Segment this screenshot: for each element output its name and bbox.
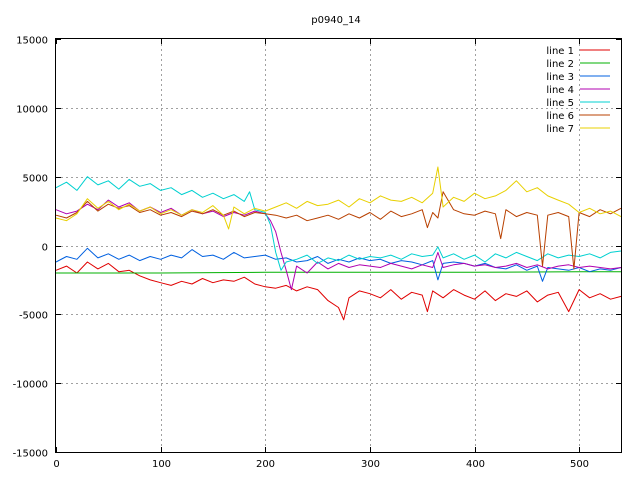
legend-label: line 3 (546, 72, 574, 83)
y-tick-label: 0 (42, 243, 48, 254)
y-tick-label: 15000 (16, 36, 48, 47)
x-tick-label: 0 (53, 459, 59, 470)
series-lines (55, 166, 622, 321)
y-tick-label: 10000 (16, 105, 48, 116)
series-line-7 (55, 166, 622, 230)
series-line-3 (55, 247, 622, 282)
x-tick-label: 100 (152, 459, 171, 470)
x-tick-label: 200 (256, 459, 275, 470)
y-tick-label: -5000 (19, 311, 48, 322)
legend-label: line 5 (546, 98, 574, 109)
legend-label: line 1 (546, 46, 574, 57)
legend-label: line 2 (546, 59, 574, 70)
grid (56, 39, 621, 452)
y-tick-label: -15000 (13, 449, 48, 460)
axis-ticks: 0 100 200 300 400 500 -15000 -10000 -5000 0 5000 10… (13, 36, 621, 470)
y-tick-label: -10000 (13, 380, 48, 391)
series-line-2 (56, 271, 621, 274)
x-tick-label: 300 (361, 459, 380, 470)
series-line-5 (55, 176, 622, 271)
series-line-6 (55, 191, 622, 270)
series-line-4 (55, 199, 622, 291)
x-tick-label: 400 (466, 459, 485, 470)
series-line-1 (55, 261, 622, 321)
plot-frame (55, 38, 622, 453)
x-tick-label: 500 (570, 459, 589, 470)
legend-label: line 4 (546, 85, 574, 96)
y-tick-label: 5000 (23, 174, 48, 185)
legend-label: line 7 (546, 124, 574, 135)
legend: line 1 line 2 line 3 line 4 line 5 line 6 line… (546, 46, 610, 135)
chart-title: p0940_14 (311, 15, 361, 26)
legend-label: line 6 (546, 111, 574, 122)
